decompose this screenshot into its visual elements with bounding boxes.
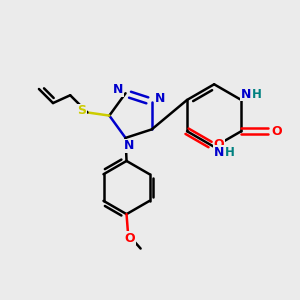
Text: O: O	[214, 138, 224, 151]
Text: N: N	[124, 139, 134, 152]
Text: N: N	[241, 88, 251, 101]
Text: N: N	[154, 92, 165, 104]
Text: N: N	[112, 83, 123, 96]
Text: N: N	[214, 146, 224, 159]
Text: S: S	[77, 104, 86, 117]
Text: H: H	[252, 88, 262, 101]
Text: H: H	[225, 146, 235, 159]
Text: O: O	[124, 232, 135, 245]
Text: O: O	[271, 125, 282, 138]
